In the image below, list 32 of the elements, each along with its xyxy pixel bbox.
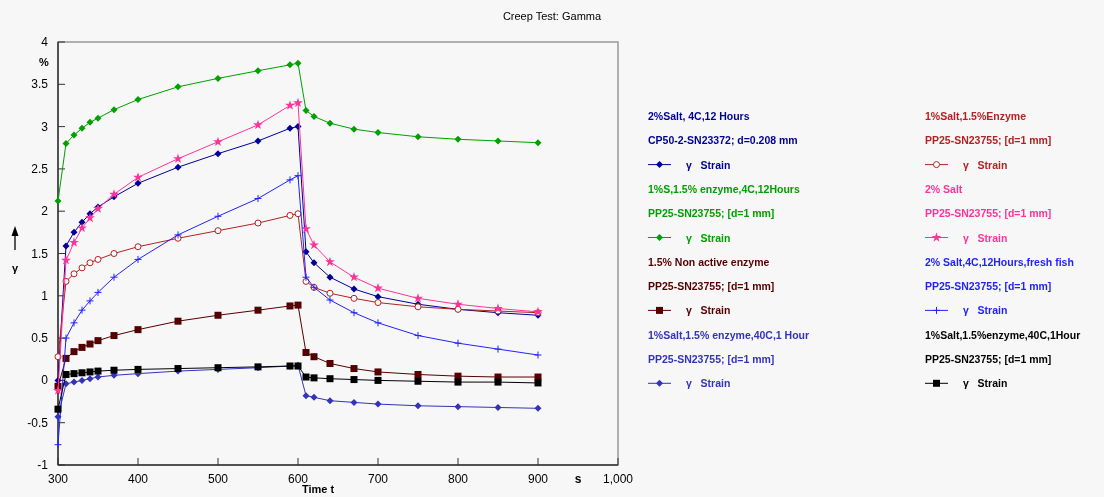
x-tick-label: 600 (287, 472, 309, 486)
chart-title: Creep Test: Gamma (502, 10, 602, 22)
text: 2% Salt PP25-SN23755; [d=1 mm] γ Strain (925, 182, 1052, 244)
text: % (39, 56, 50, 68)
y-tick-label: 0.5 (31, 331, 49, 346)
text: 2% Salt,4C,12Hours,fresh fish PP25-SN23755; [d=1 mm] γ Strain (925, 255, 1074, 317)
y-tick-label: 0 (41, 373, 49, 388)
x-tick-label: 700 (367, 472, 389, 486)
y-tick-label: -1 (37, 458, 49, 472)
text: 1%S,1.5% enzyme,4C,12Hours PP25-SN23755; [d=1 mm] γ Strain (648, 182, 800, 244)
x-tick-label: 1,000 (602, 472, 634, 486)
y-tick-label: 3.5 (31, 77, 49, 92)
x-tick-label: 400 (127, 472, 149, 486)
text: 1%Salt,1.5%Enzyme PP25-SN23755; [d=1 mm] γ Strain (925, 110, 1052, 171)
y-tick-label: 2.5 (31, 161, 49, 176)
y-tick-label: 2 (41, 204, 49, 219)
y-tick-label: -0.5 (27, 415, 49, 430)
y-axis-title: γ (11, 262, 19, 274)
x-tick-label: 300 (47, 472, 69, 486)
text: 1%Salt,1.5% enzyme,40C,1 Hour PP25-SN23755; [d=1 mm] γ Strain (648, 328, 810, 390)
y-tick-label: 4 (41, 35, 49, 49)
x-tick-label: 500 (207, 472, 229, 486)
y-tick-label: 1 (41, 288, 49, 303)
text: s (574, 472, 582, 486)
x-tick-label: 800 (447, 472, 469, 486)
x-tick-label: 900 (527, 472, 549, 486)
text: 2%Salt, 4C,12 Hours CP50-2-SN23372; d=0.208 mm γ Strain (648, 110, 798, 171)
y-tick-label: 1.5 (31, 246, 49, 261)
text: 1%Salt,1.5%enzyme,40C,1Hour PP25-SN23755; [d=1 mm] γ Strain (925, 328, 1081, 390)
text: 1.5% Non active enzyme PP25-SN23755; [d=1 mm] γ Strain (648, 255, 775, 317)
x-axis-title: Time t (301, 483, 335, 495)
y-tick-label: 3 (41, 119, 49, 134)
